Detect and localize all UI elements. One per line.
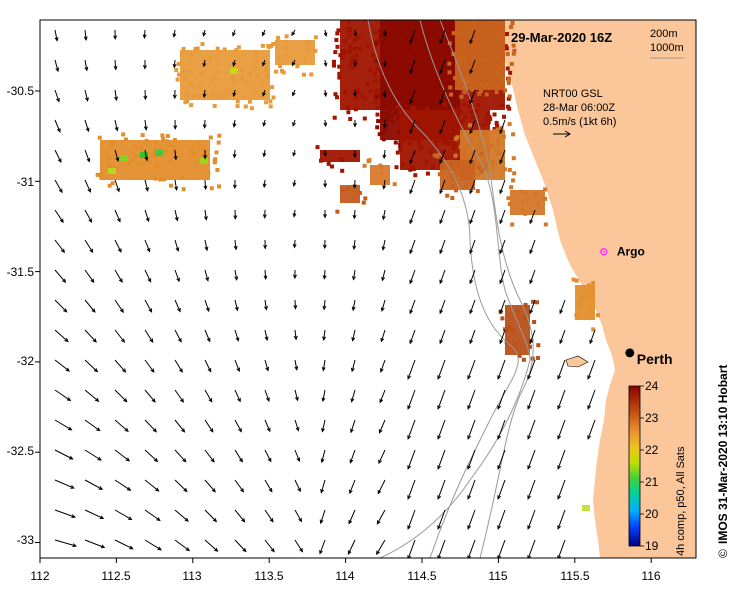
colorbar-tick-label: 21 (645, 475, 659, 489)
colorbar: 19 20 21 22 23 24 4h comp, p50, All Sats (628, 379, 687, 556)
sst-layer (95, 20, 600, 511)
lon-tick-label: 112.5 (101, 569, 130, 583)
current-source-label: NRT00 GSL (543, 88, 603, 100)
lat-tick-label: -33 (17, 533, 35, 547)
colorbar-ticks (640, 385, 644, 547)
colorbar-gradient (628, 385, 641, 547)
contour-200m (367, 20, 519, 558)
colorbar-caption: 4h comp, p50, All Sats (675, 446, 687, 556)
lon-tick-label: 113.5 (254, 569, 283, 583)
perth-label: Perth (637, 351, 673, 367)
bathymetry-contours (367, 20, 534, 558)
contour-shelf-inner (439, 20, 534, 558)
contour-1000m (379, 20, 531, 558)
lon-tick-label: 114 (335, 569, 354, 583)
colorbar-tick-label: 20 (645, 507, 659, 521)
contour-legend-1000m: 1000m (650, 42, 684, 54)
colorbar-tick-label: 19 (645, 539, 659, 553)
perth-marker (625, 348, 635, 358)
colorbar-tick-label: 22 (645, 443, 659, 457)
lon-tick-label: 116 (641, 569, 660, 583)
map-title: 29-Mar-2020 16Z (511, 30, 612, 45)
plot-frame (39, 19, 697, 559)
contour-legend-200m: 200m (650, 28, 678, 40)
current-time-label: 28-Mar 06:00Z (543, 102, 615, 114)
lat-tick-label: -31.5 (7, 265, 35, 279)
current-scale-arrow (553, 130, 571, 138)
lon-tick-label: 112 (30, 569, 49, 583)
colorbar-tick-label: 24 (645, 379, 659, 393)
land-western-australia (497, 20, 696, 558)
lat-tick-label: -31 (17, 175, 35, 189)
land-rottnest-island (565, 355, 589, 368)
current-vectors (54, 29, 596, 558)
colorbar-tick-label: 23 (645, 411, 659, 425)
lat-tick-label: -32.5 (7, 444, 35, 458)
lon-tick-label: 113 (182, 569, 201, 583)
lon-tick-label: 114.5 (407, 569, 436, 583)
current-scale-label: 0.5m/s (1kt 6h) (543, 116, 616, 128)
lat-tick-label: -32 (17, 354, 35, 368)
lon-tick-label: 115.5 (560, 569, 589, 583)
lat-tick-label: -30.5 (7, 84, 35, 98)
axis-ticks (35, 90, 652, 563)
imos-credit: IMOS 31-Mar-2020 13:10 Hobart (716, 365, 730, 544)
argo-marker (600, 247, 608, 256)
copyright-symbol: © (716, 549, 730, 558)
lon-tick-label: 115 (488, 569, 507, 583)
argo-label: Argo (617, 245, 645, 259)
